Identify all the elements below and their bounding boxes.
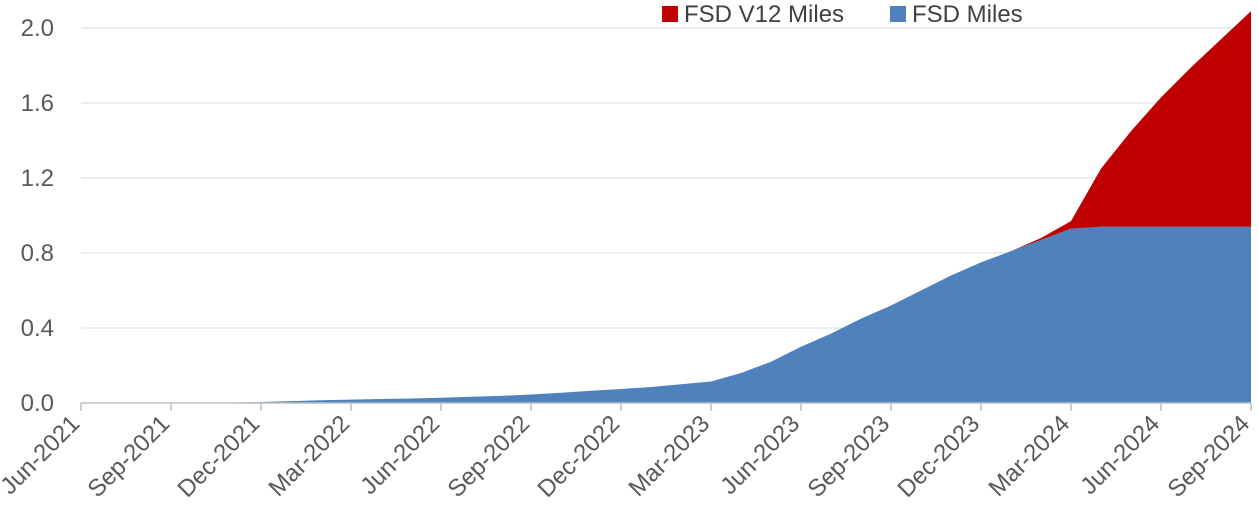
y-tick-label: 1.2	[21, 165, 54, 192]
legend-swatch-fsd-miles	[890, 6, 906, 22]
legend-swatch-fsd-v12-miles	[662, 6, 678, 22]
y-tick-label: 0.8	[21, 240, 54, 267]
x-tick-label: Mar-2023	[624, 410, 716, 502]
legend-label-fsd-miles: FSD Miles	[912, 1, 1023, 28]
x-tick-label: Mar-2022	[264, 410, 356, 502]
y-tick-label: 0.0	[21, 390, 54, 417]
y-axis-tick-labels: 0.0 0.4 0.8 1.2 1.6 2.0	[21, 15, 54, 417]
legend-label-fsd-v12-miles: FSD V12 Miles	[684, 1, 844, 28]
x-tick-label: Sep-2022	[443, 410, 536, 503]
y-tick-label: 2.0	[21, 15, 54, 42]
x-tick-label: Jun-2022	[355, 410, 445, 500]
x-tick-label: Jun-2023	[715, 410, 805, 500]
x-tick-label: Dec-2021	[173, 410, 266, 503]
x-tick-label: Mar-2024	[984, 410, 1076, 502]
stacked-areas	[81, 11, 1251, 403]
y-tick-label: 0.4	[21, 315, 54, 342]
area-series-fsd-miles	[81, 226, 1251, 403]
x-tick-label: Dec-2022	[533, 410, 626, 503]
x-tick-label: Jun-2021	[0, 410, 85, 500]
x-tick-label: Dec-2023	[893, 410, 986, 503]
x-tick-label: Sep-2023	[803, 410, 896, 503]
axes	[80, 402, 1252, 411]
x-tick-label: Sep-2024	[1163, 410, 1256, 503]
legend: FSD V12 Miles FSD Miles	[662, 1, 1023, 28]
y-tick-label: 1.6	[21, 90, 54, 117]
x-tick-label: Jun-2024	[1075, 410, 1165, 500]
x-tick-label: Sep-2021	[83, 410, 176, 503]
